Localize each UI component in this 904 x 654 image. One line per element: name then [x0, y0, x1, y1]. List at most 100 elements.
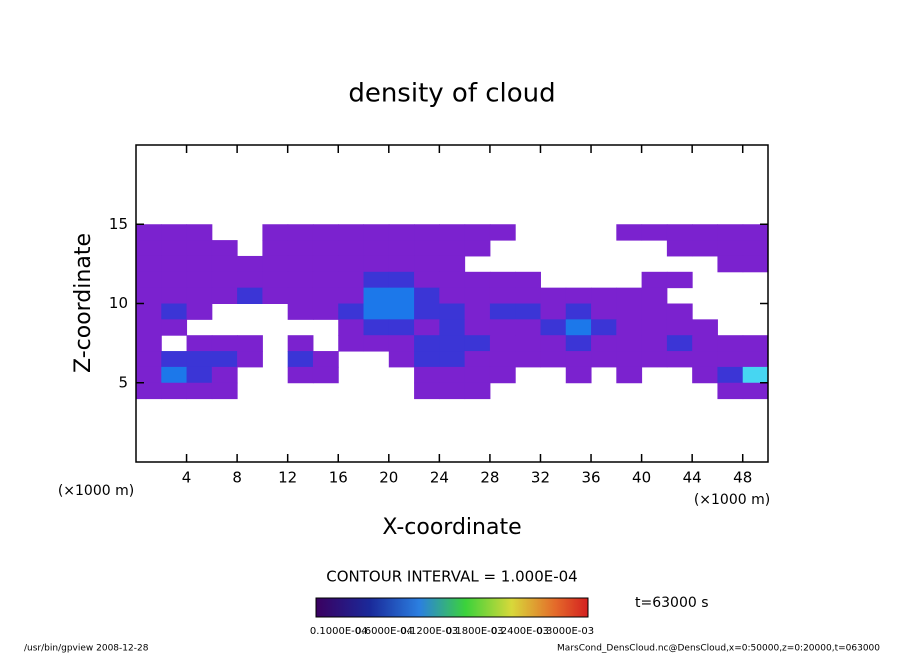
density-cell [565, 351, 592, 368]
density-cell [161, 366, 188, 384]
density-cell [666, 351, 693, 368]
density-cell [363, 224, 390, 241]
density-cell [414, 319, 440, 336]
density-cell [388, 240, 415, 257]
density-cell [388, 303, 415, 320]
density-cell [439, 240, 466, 257]
density-cell [565, 319, 592, 336]
density-cell [439, 319, 466, 336]
density-cell [666, 271, 693, 289]
density-cell [338, 224, 365, 241]
density-cell [312, 240, 339, 257]
density-cell [742, 351, 769, 368]
density-cell [616, 224, 643, 241]
density-cell [616, 366, 643, 384]
density-cell [692, 335, 718, 352]
density-cell [515, 335, 541, 352]
density-cell [666, 303, 693, 320]
density-cell [136, 366, 162, 384]
density-cell [489, 287, 516, 304]
density-cell [692, 366, 718, 384]
density-cell [237, 287, 263, 304]
colorbar-label: 0.6000E-04 [355, 626, 413, 637]
x-tick-label: 4 [182, 469, 192, 487]
density-cell [262, 240, 289, 257]
density-cell [211, 240, 238, 257]
density-cell [363, 271, 390, 289]
density-cell [565, 366, 592, 384]
density-cell [515, 271, 541, 289]
density-cell [464, 240, 491, 257]
density-cell [692, 224, 718, 241]
density-cell [489, 303, 516, 320]
density-cell [136, 319, 162, 336]
density-cell [262, 224, 289, 241]
density-cell [388, 224, 415, 241]
density-cell [211, 335, 238, 352]
density-cell [591, 287, 617, 304]
footer-right: MarsCond_DensCloud.nc@DensCloud,x=0:5000… [557, 644, 880, 654]
density-cell [363, 335, 390, 352]
density-cell [641, 319, 668, 336]
density-cell [388, 255, 415, 273]
density-cell [363, 319, 390, 336]
density-cell [186, 287, 213, 304]
density-cell [388, 287, 415, 304]
density-cell [515, 287, 541, 304]
density-cell [464, 351, 491, 368]
density-cell [136, 335, 162, 352]
density-cell [186, 382, 213, 400]
density-cell [439, 287, 466, 304]
density-cell [237, 335, 263, 352]
density-cell [414, 366, 440, 384]
density-cell [641, 351, 668, 368]
density-cell [616, 335, 643, 352]
density-cell [312, 255, 339, 273]
density-cell [211, 255, 238, 273]
density-cell [136, 224, 162, 241]
density-cell [414, 335, 440, 352]
density-cell [464, 224, 491, 241]
density-cell [136, 255, 162, 273]
density-cell [464, 382, 491, 400]
field [136, 224, 769, 400]
density-cell [616, 303, 643, 320]
density-cell [414, 224, 440, 241]
density-cell [414, 351, 440, 368]
density-cell [616, 319, 643, 336]
density-cell [414, 240, 440, 257]
density-cell [742, 335, 769, 352]
x-tick-label: 24 [430, 469, 449, 487]
density-cell [287, 224, 314, 241]
density-cell [388, 335, 415, 352]
density-cell [717, 255, 744, 273]
density-cell [186, 224, 213, 241]
density-cell [161, 271, 188, 289]
density-cell [262, 271, 289, 289]
density-cell [136, 271, 162, 289]
density-cell [692, 319, 718, 336]
x-axis-label: X-coordinate [382, 515, 521, 540]
colorbar-label: 0.2400E-03 [491, 626, 549, 637]
density-cell [616, 287, 643, 304]
density-cell [287, 366, 314, 384]
density-cell [237, 255, 263, 273]
x-tick-label: 36 [581, 469, 600, 487]
density-cell [666, 319, 693, 336]
chart-title: density of cloud [348, 79, 555, 109]
density-cell [515, 351, 541, 368]
density-cell [565, 303, 592, 320]
density-cell [414, 287, 440, 304]
density-cell [742, 224, 769, 241]
density-cell [136, 287, 162, 304]
x-tick-label: 44 [683, 469, 702, 487]
density-cell [211, 351, 238, 368]
density-cell [641, 224, 668, 241]
density-cell [666, 335, 693, 352]
density-cell [186, 351, 213, 368]
density-cell [616, 351, 643, 368]
density-cell [287, 351, 314, 368]
density-cell [591, 351, 617, 368]
